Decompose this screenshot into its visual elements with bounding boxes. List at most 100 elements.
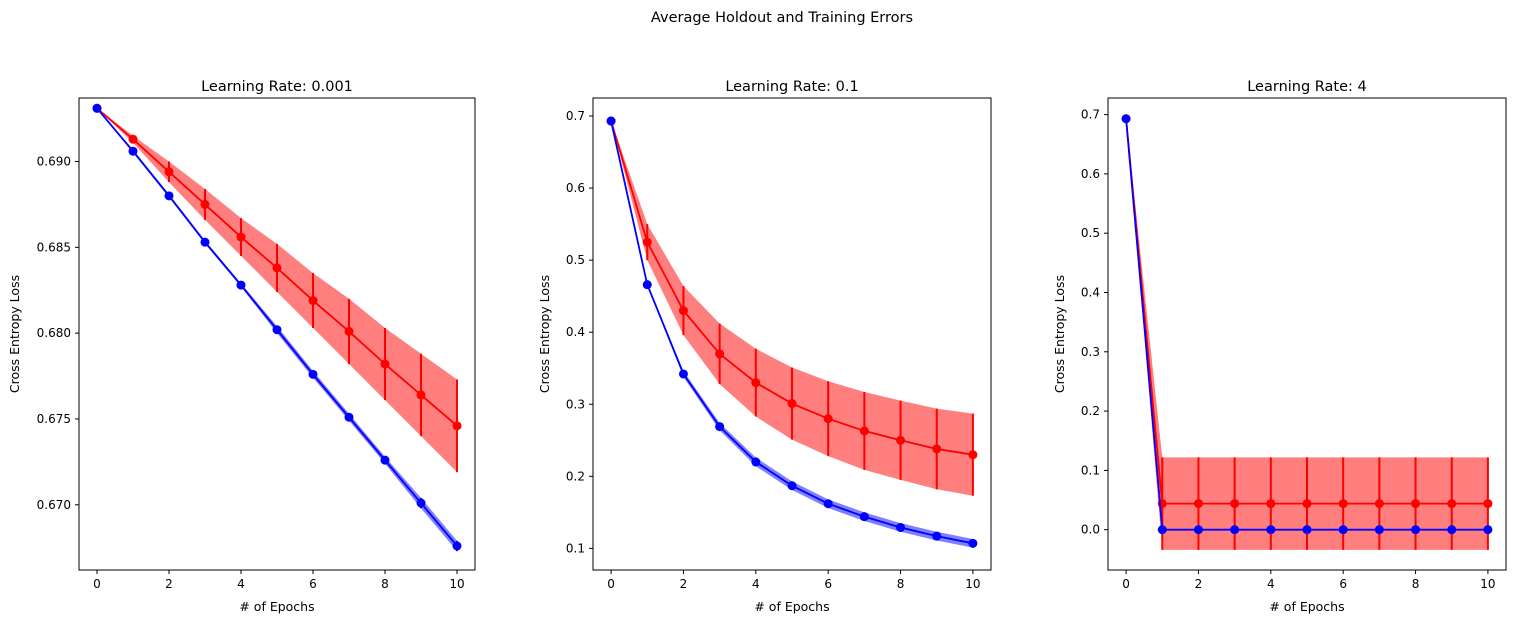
axes-frame	[592, 97, 992, 571]
holdout-point	[1230, 499, 1240, 509]
training-point	[715, 422, 725, 432]
training-point	[678, 369, 688, 379]
subplot-title: Learning Rate: 0.1	[725, 79, 858, 95]
training-point	[236, 280, 246, 290]
x-tick-label: 6	[1339, 577, 1347, 591]
y-tick-label: 0.0	[1081, 523, 1100, 537]
training-point	[787, 481, 797, 491]
holdout-point	[715, 349, 725, 359]
plot-area	[92, 103, 462, 552]
training-point	[1411, 525, 1421, 535]
x-tick-label: 8	[897, 577, 905, 591]
training-point	[1193, 525, 1203, 535]
y-tick-label: 0.4	[566, 325, 585, 339]
training-point	[1483, 525, 1493, 535]
x-tick-label: 10	[1480, 577, 1495, 591]
training-point	[1121, 114, 1131, 124]
y-tick-label: 0.6	[1081, 167, 1100, 181]
training-point	[1157, 525, 1167, 535]
holdout-point	[128, 134, 138, 144]
x-tick-label: 4	[237, 577, 245, 591]
subplot-2: 0 2 4 6 8 10 0.1 0.2 0.3 0.4 0.5 0.6 0.7 Learning Rat…	[537, 79, 992, 614]
y-axis-label: Cross Entropy Loss	[7, 275, 22, 393]
training-point	[823, 499, 833, 509]
holdout-point	[932, 444, 942, 454]
holdout-point	[344, 326, 354, 336]
training-point	[344, 412, 354, 422]
training-point	[896, 522, 906, 532]
y-tick-label: 0.675	[37, 412, 71, 426]
y-tick-label: 0.1	[566, 541, 585, 555]
training-point	[1230, 525, 1240, 535]
y-axis-label: Cross Entropy Loss	[537, 275, 552, 393]
holdout-point	[1483, 499, 1493, 509]
holdout-point	[1266, 499, 1276, 509]
y-tick-label: 0.4	[1081, 285, 1100, 299]
holdout-point	[1338, 499, 1348, 509]
training-point	[859, 512, 869, 522]
subplot-title: Learning Rate: 4	[1247, 79, 1367, 95]
y-tick-label: 0.7	[566, 109, 585, 123]
holdout-point	[642, 237, 652, 247]
y-tick-label: 0.2	[1081, 404, 1100, 418]
training-point	[968, 538, 978, 548]
subplots: 0 2 4 6 8 100.6700.6750.6800.6850.690Learning…	[7, 79, 1507, 614]
y-tick-label: 0.680	[37, 326, 71, 340]
holdout-point	[859, 426, 869, 436]
y-tick-label: 0.3	[566, 397, 585, 411]
y-tick-label: 0.5	[1081, 226, 1100, 240]
x-tick-label: 8	[1412, 577, 1420, 591]
subplot-1: 0 2 4 6 8 10 0.670 0.675 0.680 0.685 0.690 Learning…	[7, 79, 476, 614]
plot-area	[1121, 114, 1493, 550]
holdout-point	[823, 414, 833, 424]
x-tick-label: 4	[752, 577, 760, 591]
holdout-point	[236, 232, 246, 242]
training-point	[1374, 525, 1384, 535]
x-tick-label: 0	[93, 577, 101, 591]
plot-area	[606, 116, 978, 548]
holdout-line	[1125, 118, 1488, 505]
axes-frame	[1107, 97, 1507, 571]
holdout-point	[1193, 499, 1203, 509]
figure-suptitle: Average Holdout and Training Errors	[651, 10, 913, 26]
training-point	[308, 369, 318, 379]
training-point	[606, 116, 616, 126]
holdout-point	[968, 450, 978, 460]
training-point	[200, 237, 210, 247]
axes-frame	[78, 97, 476, 571]
holdout-point	[164, 167, 174, 177]
y-tick-label: 0.3	[1081, 345, 1100, 359]
holdout-point	[380, 359, 390, 369]
holdout-point	[1302, 499, 1312, 509]
training-point	[164, 191, 174, 201]
x-axis-label: # of Epochs	[754, 599, 829, 614]
training-point	[1447, 525, 1457, 535]
y-axis-label: Cross Entropy Loss	[1052, 275, 1067, 393]
training-point	[128, 146, 138, 156]
holdout-point	[200, 199, 210, 209]
x-tick-label: 2	[165, 577, 173, 591]
holdout-point	[751, 378, 761, 388]
training-point	[932, 531, 942, 541]
holdout-point	[1411, 499, 1421, 509]
y-tick-label: 0.685	[37, 240, 71, 254]
y-tick-label: 0.6	[566, 181, 585, 195]
holdout-point	[272, 263, 282, 273]
x-tick-label: 10	[449, 577, 464, 591]
y-tick-label: 0.7	[1081, 108, 1100, 122]
x-tick-label: 8	[381, 577, 389, 591]
x-tick-label: 10	[965, 577, 980, 591]
subplot-title: Learning Rate: 0.001	[201, 79, 353, 95]
x-tick-label: 6	[309, 577, 317, 591]
holdout-point	[896, 435, 906, 445]
x-axis-label: # of Epochs	[239, 599, 314, 614]
y-tick-label: 0.1	[1081, 463, 1100, 477]
holdout-point	[678, 306, 688, 316]
x-tick-label: 4	[1267, 577, 1275, 591]
holdout-point	[1447, 499, 1457, 509]
y-tick-label: 0.2	[566, 469, 585, 483]
training-point	[1338, 525, 1348, 535]
holdout-point	[308, 296, 318, 306]
subplot-3: 0 2 4 6 8 10 0.0 0.1 0.2 0.3 0.4 0.5 0.6 0.7 Learning …	[1052, 79, 1507, 614]
